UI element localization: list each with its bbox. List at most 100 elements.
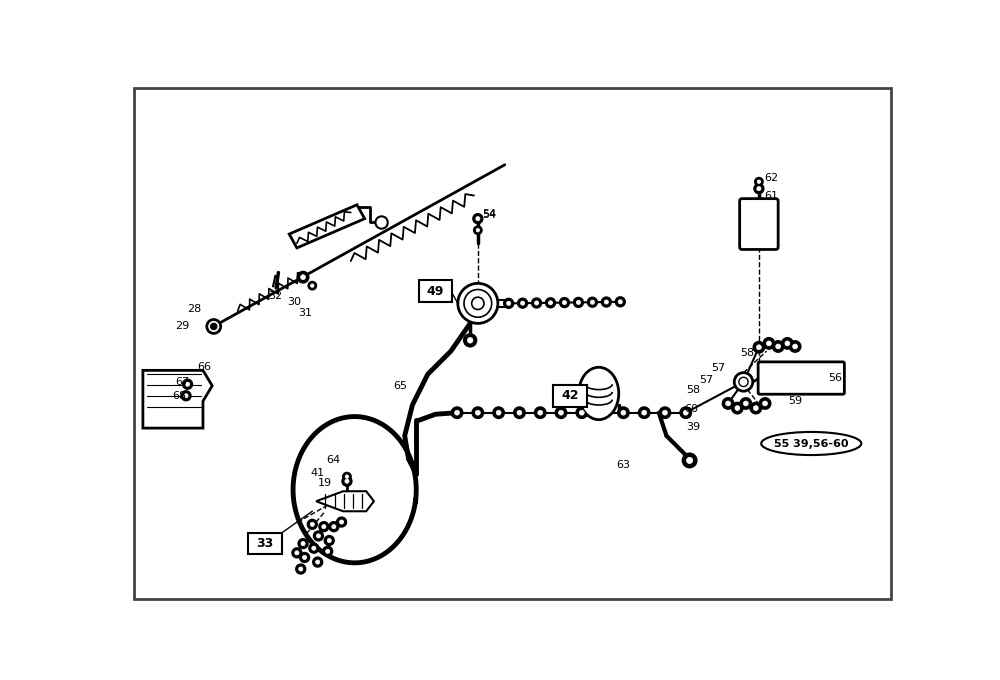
Circle shape <box>790 341 800 352</box>
Text: 67: 67 <box>175 377 189 387</box>
Circle shape <box>296 564 305 574</box>
Circle shape <box>760 398 770 409</box>
Circle shape <box>345 479 349 483</box>
FancyBboxPatch shape <box>134 88 891 599</box>
Text: 30: 30 <box>288 297 302 307</box>
Circle shape <box>754 342 764 353</box>
Text: 42: 42 <box>562 389 579 403</box>
Text: 39: 39 <box>687 422 701 432</box>
Circle shape <box>298 539 308 548</box>
Circle shape <box>639 407 650 418</box>
Circle shape <box>532 299 541 307</box>
Circle shape <box>325 536 334 545</box>
Text: 65: 65 <box>393 381 407 391</box>
Text: 29: 29 <box>175 322 189 331</box>
Circle shape <box>757 186 761 190</box>
Circle shape <box>185 382 190 386</box>
Circle shape <box>602 297 611 307</box>
FancyBboxPatch shape <box>553 385 587 407</box>
Text: 32: 32 <box>268 290 283 301</box>
Circle shape <box>455 410 459 415</box>
Circle shape <box>642 410 647 415</box>
Text: 28: 28 <box>188 304 202 313</box>
Circle shape <box>504 299 513 308</box>
Circle shape <box>476 228 480 232</box>
Polygon shape <box>143 371 212 428</box>
Circle shape <box>755 178 763 186</box>
Ellipse shape <box>761 432 861 455</box>
Circle shape <box>518 299 527 308</box>
Circle shape <box>184 394 188 398</box>
Circle shape <box>574 298 583 307</box>
Circle shape <box>753 406 758 411</box>
Circle shape <box>458 284 498 324</box>
Circle shape <box>559 410 563 415</box>
Circle shape <box>766 341 771 346</box>
Text: 64: 64 <box>326 456 340 465</box>
Circle shape <box>588 298 597 307</box>
Circle shape <box>757 180 761 184</box>
Text: 63: 63 <box>616 460 630 470</box>
Circle shape <box>773 341 784 352</box>
Circle shape <box>560 298 569 307</box>
Circle shape <box>472 407 483 418</box>
Circle shape <box>301 541 305 545</box>
Circle shape <box>680 407 691 418</box>
Circle shape <box>776 344 781 349</box>
Circle shape <box>323 547 332 556</box>
Text: 60: 60 <box>684 404 698 414</box>
Circle shape <box>686 458 693 464</box>
Circle shape <box>292 548 302 558</box>
Circle shape <box>309 543 318 553</box>
Text: 54: 54 <box>482 210 496 220</box>
Circle shape <box>327 539 331 543</box>
Circle shape <box>464 290 492 317</box>
Circle shape <box>546 298 555 307</box>
Circle shape <box>521 301 525 305</box>
Text: 54: 54 <box>482 209 496 219</box>
Circle shape <box>300 553 309 562</box>
Circle shape <box>514 407 525 418</box>
Text: 19: 19 <box>318 478 332 488</box>
Circle shape <box>316 534 321 538</box>
Circle shape <box>211 324 217 330</box>
Circle shape <box>467 337 473 343</box>
Circle shape <box>604 300 608 304</box>
Circle shape <box>475 410 480 415</box>
Circle shape <box>576 301 581 305</box>
Circle shape <box>319 522 328 531</box>
Circle shape <box>600 410 605 415</box>
Text: 59: 59 <box>788 396 802 406</box>
Text: 57: 57 <box>699 375 713 386</box>
Text: 33: 33 <box>256 537 273 550</box>
Circle shape <box>332 524 336 529</box>
Circle shape <box>342 477 352 486</box>
Circle shape <box>313 558 322 566</box>
Circle shape <box>556 407 566 418</box>
Circle shape <box>743 401 748 406</box>
Circle shape <box>723 398 733 409</box>
Text: 68: 68 <box>172 391 186 401</box>
Circle shape <box>337 517 346 527</box>
Circle shape <box>314 531 323 541</box>
Circle shape <box>464 334 476 347</box>
FancyBboxPatch shape <box>419 280 452 302</box>
Circle shape <box>726 401 731 406</box>
Circle shape <box>316 560 320 564</box>
Circle shape <box>782 338 793 349</box>
Circle shape <box>535 407 546 418</box>
Circle shape <box>473 214 482 223</box>
Text: 31: 31 <box>298 307 312 318</box>
Circle shape <box>183 379 192 389</box>
Circle shape <box>663 410 667 415</box>
Circle shape <box>597 407 608 418</box>
Circle shape <box>517 410 522 415</box>
Circle shape <box>756 345 761 350</box>
Circle shape <box>764 338 774 349</box>
Circle shape <box>660 407 670 418</box>
Circle shape <box>493 407 504 418</box>
Text: 62: 62 <box>764 173 778 183</box>
Circle shape <box>590 300 594 304</box>
Circle shape <box>375 216 388 228</box>
Circle shape <box>207 320 221 333</box>
